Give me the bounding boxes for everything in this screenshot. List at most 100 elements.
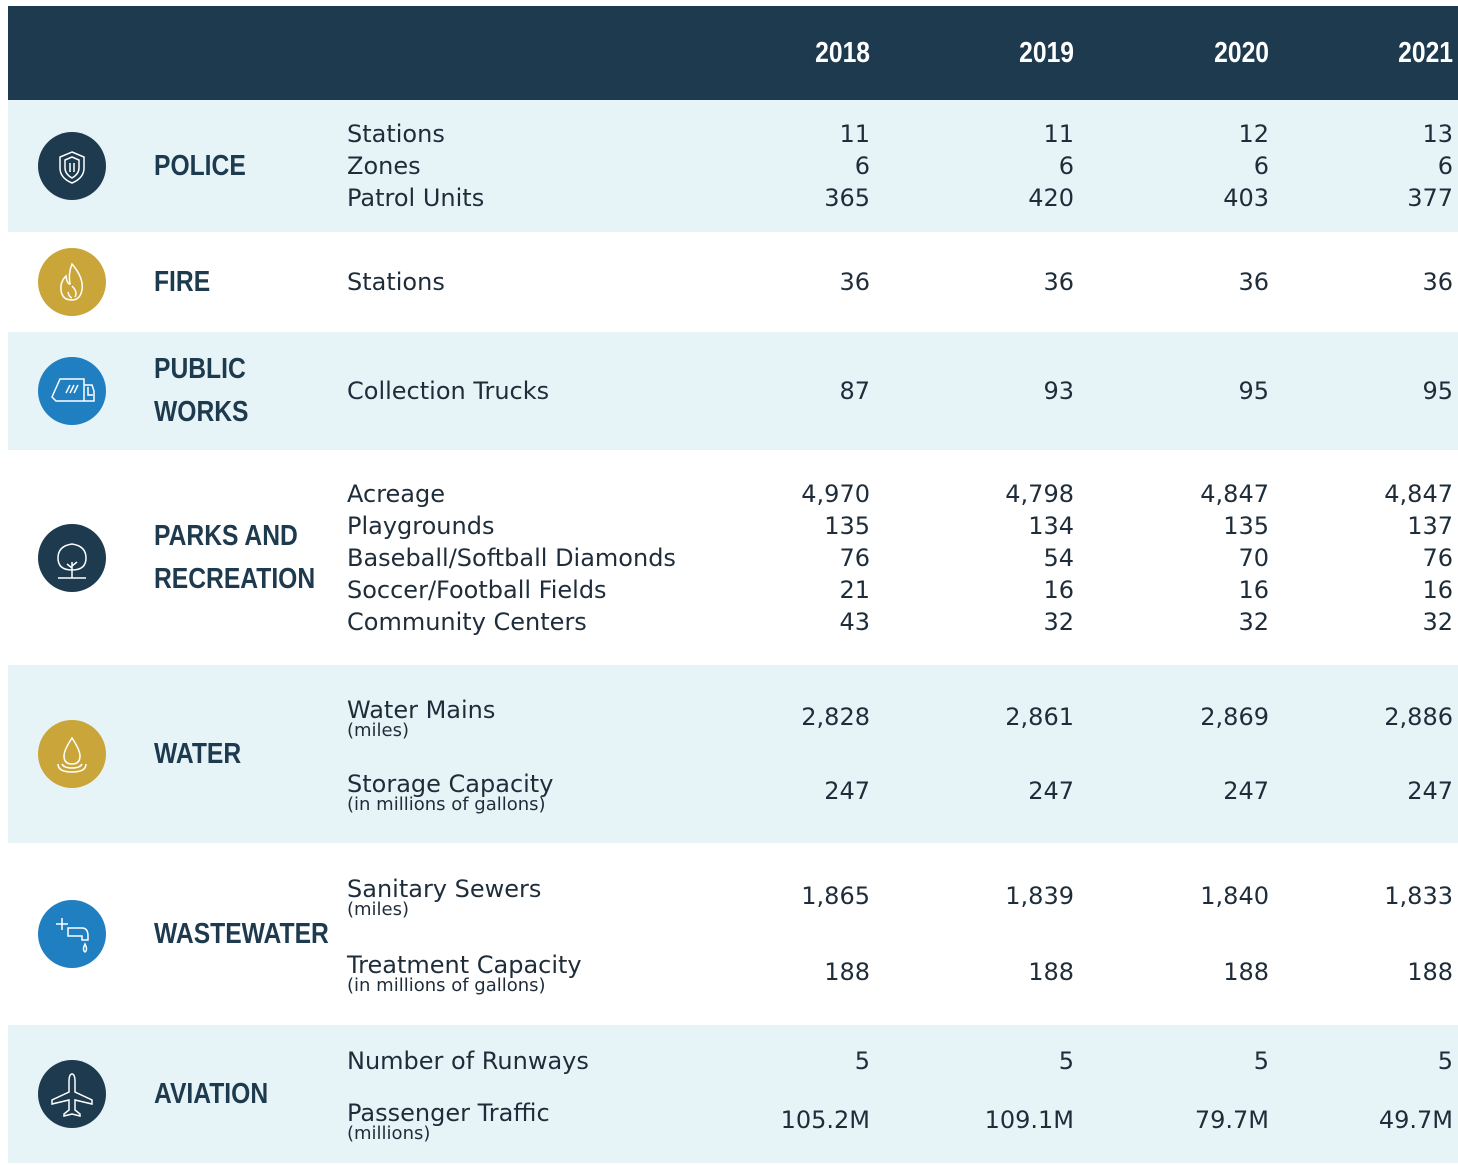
section-row: AVIATION Number of Runways 5 5 5 5 Passenger T… xyxy=(8,1025,1458,1163)
cell-value: 36 xyxy=(839,268,870,296)
item-label: Number of Runways xyxy=(347,1047,589,1075)
section-row: PARKS AND RECREATION Acreage 4,970 4,798 4,84… xyxy=(8,450,1458,665)
section-row: PUBLIC WORKS Collection Trucks 87 93 95 95 xyxy=(8,332,1458,450)
cell-value: 32 xyxy=(1043,607,1074,636)
cell-value: 36 xyxy=(1422,268,1453,296)
header-bar: 2018 2019 2020 2021 xyxy=(8,6,1458,100)
cell-value: 5 xyxy=(1437,1047,1453,1075)
cell-value: 11 xyxy=(1043,120,1074,148)
section-name: PARKS AND RECREATION xyxy=(154,515,315,601)
cell-value: 36 xyxy=(1238,268,1269,296)
item-row: Storage Capacity (in millions of gallons)… xyxy=(8,768,1458,814)
year-header: 2021 xyxy=(1398,37,1453,69)
cell-value: 6 xyxy=(1437,152,1453,180)
item-label: Passenger Traffic xyxy=(347,1099,550,1127)
section-name: AVIATION xyxy=(154,1073,268,1116)
item-row: Soccer/Football Fields 21 16 16 16 xyxy=(8,574,1458,606)
section-icon xyxy=(38,132,106,200)
item-label: Sanitary Sewers xyxy=(347,875,542,903)
cell-value: 4,798 xyxy=(1005,479,1074,508)
item-row: Stations 36 36 36 36 xyxy=(8,266,1458,298)
item-row: Number of Runways 5 5 5 5 xyxy=(8,1045,1458,1077)
item-note: (in millions of gallons) xyxy=(347,794,546,816)
section-row: POLICE Stations 11 11 12 13 Zones 6 6 6 6 Patrol Un… xyxy=(8,100,1458,232)
cell-value: 54 xyxy=(1043,543,1074,572)
section-name-line: WASTEWATER xyxy=(154,917,329,950)
cell-value: 76 xyxy=(839,543,870,572)
items: Collection Trucks 87 93 95 95 xyxy=(8,332,1458,450)
cell-value: 135 xyxy=(1223,511,1269,540)
section-icon xyxy=(38,720,106,788)
cell-value: 5 xyxy=(1253,1047,1269,1075)
cell-value: 6 xyxy=(1058,152,1074,180)
cell-value: 134 xyxy=(1028,511,1074,540)
items: Sanitary Sewers (miles) 1,865 1,839 1,840 1,8… xyxy=(8,843,1458,1025)
section-name: POLICE xyxy=(154,145,246,188)
section-icon xyxy=(38,1060,106,1128)
section-name: FIRE xyxy=(154,261,210,304)
cell-value: 5 xyxy=(1058,1047,1074,1075)
cell-value: 76 xyxy=(1422,543,1453,572)
cell-value: 188 xyxy=(1407,958,1453,986)
item-label: Acreage xyxy=(347,479,446,508)
cell-value: 105.2M xyxy=(780,1106,870,1134)
cell-value: 247 xyxy=(1223,777,1269,806)
item-note: (millions) xyxy=(347,1123,431,1144)
section-row: WASTEWATER Sanitary Sewers (miles) 1,865 1,8… xyxy=(8,843,1458,1025)
section-icon xyxy=(38,900,106,968)
cell-value: 16 xyxy=(1238,575,1269,604)
section-name-line: PUBLIC xyxy=(154,353,246,385)
cell-value: 6 xyxy=(1253,152,1269,180)
item-label: Water Mains xyxy=(347,695,496,724)
item-label: Collection Trucks xyxy=(347,377,550,405)
cell-value: 21 xyxy=(839,575,870,604)
items: Stations 11 11 12 13 Zones 6 6 6 6 Patrol Units 365… xyxy=(8,100,1458,232)
cell-value: 16 xyxy=(1043,575,1074,604)
cell-value: 1,833 xyxy=(1384,882,1453,910)
item-label: Stations xyxy=(347,120,445,148)
cell-value: 4,847 xyxy=(1200,479,1269,508)
cell-value: 377 xyxy=(1407,184,1453,212)
cell-value: 5 xyxy=(854,1047,870,1075)
item-label: Patrol Units xyxy=(347,184,485,212)
cell-value: 12 xyxy=(1238,120,1269,148)
cell-value: 247 xyxy=(1028,777,1074,806)
cell-value: 95 xyxy=(1422,377,1453,405)
item-row: Passenger Traffic (millions) 105.2M 109.1M 7… xyxy=(8,1097,1458,1143)
items: Stations 36 36 36 36 xyxy=(8,232,1458,332)
item-label: Storage Capacity xyxy=(347,770,554,799)
cell-value: 1,839 xyxy=(1005,882,1074,910)
item-label: Zones xyxy=(347,152,421,180)
cell-value: 247 xyxy=(824,777,870,806)
item-row: Collection Trucks 87 93 95 95 xyxy=(8,375,1458,407)
cell-value: 365 xyxy=(824,184,870,212)
item-row: Water Mains (miles) 2,828 2,861 2,869 2,886 xyxy=(8,694,1458,740)
item-label: Soccer/Football Fields xyxy=(347,575,607,604)
year-header: 2019 xyxy=(1019,37,1074,69)
cell-value: 32 xyxy=(1238,607,1269,636)
cell-value: 109.1M xyxy=(984,1106,1074,1134)
cell-value: 32 xyxy=(1422,607,1453,636)
cell-value: 87 xyxy=(839,377,870,405)
cell-value: 2,861 xyxy=(1005,702,1074,731)
item-row: Playgrounds 135 134 135 137 xyxy=(8,510,1458,542)
item-row: Sanitary Sewers (miles) 1,865 1,839 1,840 1,8… xyxy=(8,873,1458,919)
section-name-line: WATER xyxy=(154,737,242,770)
cell-value: 16 xyxy=(1422,575,1453,604)
cell-value: 4,970 xyxy=(801,479,870,508)
cell-value: 1,865 xyxy=(801,882,870,910)
cell-value: 79.7M xyxy=(1194,1106,1269,1134)
cell-value: 95 xyxy=(1238,377,1269,405)
item-note: (in millions of gallons) xyxy=(347,975,546,996)
cell-value: 1,840 xyxy=(1200,882,1269,910)
cell-value: 4,847 xyxy=(1384,479,1453,508)
cell-value: 135 xyxy=(824,511,870,540)
item-label: Stations xyxy=(347,268,445,296)
item-row: Community Centers 43 32 32 32 xyxy=(8,606,1458,638)
cell-value: 13 xyxy=(1422,120,1453,148)
section-name-line: WORKS xyxy=(154,396,249,428)
item-label: Treatment Capacity xyxy=(347,951,582,979)
item-row: Treatment Capacity (in millions of gallon… xyxy=(8,949,1458,995)
cell-value: 403 xyxy=(1223,184,1269,212)
